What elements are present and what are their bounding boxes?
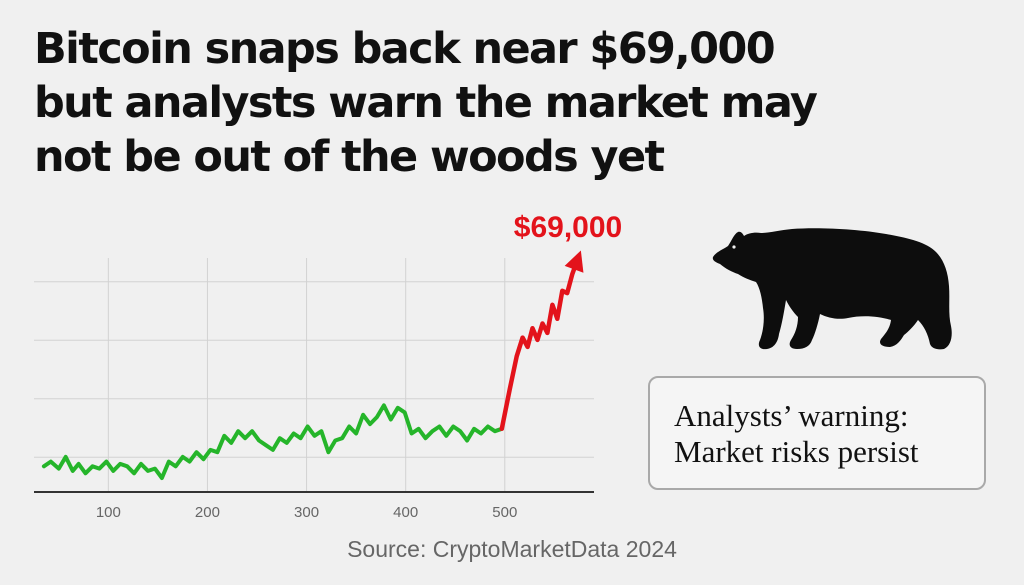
headline-line-1: Bitcoin snaps back near $69,000: [34, 24, 776, 74]
headline-line-3: not be out of the woods yet: [34, 132, 665, 182]
chart-grid: [34, 258, 594, 492]
callout-line-2: Market risks persist: [674, 434, 919, 469]
headline: Bitcoin snaps back near $69,000 but anal…: [34, 22, 994, 184]
x-tick-label-400: 400: [393, 504, 418, 521]
x-tick-label-200: 200: [195, 504, 220, 521]
analyst-warning-callout: Analysts’ warning: Market risks persist: [648, 376, 986, 490]
bear-silhouette-icon: [712, 228, 952, 350]
headline-line-2: but analysts warn the market may: [34, 78, 818, 128]
x-tick-label-100: 100: [96, 504, 121, 521]
baseline-price-line: [41, 403, 504, 480]
x-tick-label-300: 300: [294, 504, 319, 521]
source-caption: Source: CryptoMarketData 2024: [347, 536, 677, 562]
surge-arrowhead: [564, 250, 584, 273]
price-annotation: $69,000: [514, 211, 622, 244]
x-tick-labels: 100 200 300 400 500: [96, 504, 517, 521]
x-tick-label-500: 500: [492, 504, 517, 521]
surge-price-line: [499, 255, 581, 432]
callout-line-1: Analysts’ warning:: [674, 398, 909, 433]
